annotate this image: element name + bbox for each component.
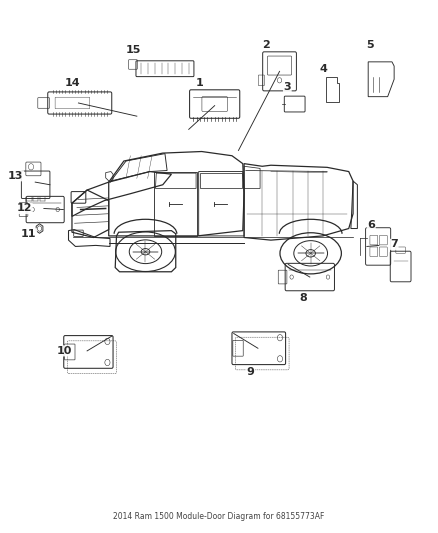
Text: 5: 5 [367, 40, 374, 50]
Text: 8: 8 [300, 293, 307, 303]
Text: 10: 10 [57, 346, 72, 356]
Text: 13: 13 [8, 171, 24, 181]
Text: 2: 2 [262, 40, 269, 50]
Text: 14: 14 [65, 78, 81, 88]
Text: 9: 9 [247, 367, 254, 377]
Text: 12: 12 [17, 204, 32, 214]
Text: 3: 3 [283, 82, 291, 92]
Text: 6: 6 [367, 220, 375, 230]
Text: 2014 Ram 1500 Module-Door Diagram for 68155773AF: 2014 Ram 1500 Module-Door Diagram for 68… [113, 512, 325, 521]
Text: 4: 4 [320, 64, 328, 74]
Text: 15: 15 [126, 45, 141, 55]
Text: 1: 1 [196, 78, 203, 88]
Text: 7: 7 [390, 239, 398, 249]
Text: 11: 11 [21, 229, 36, 239]
